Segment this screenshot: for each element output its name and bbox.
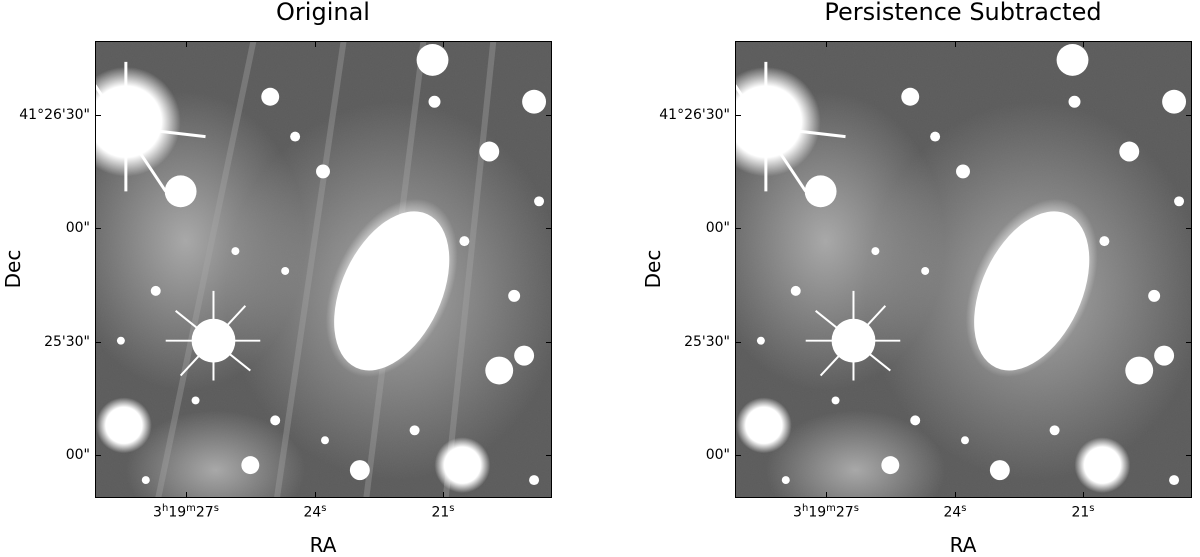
y-tick-label: 41°26'30" — [19, 107, 90, 123]
y-axis-title: Dec — [1, 249, 25, 289]
y-tick-label: 00" — [65, 447, 90, 463]
y-tick-label: 00" — [65, 220, 90, 236]
y-tick-label: 25'30" — [684, 334, 730, 350]
x-tick-label: 21s — [1071, 503, 1095, 521]
sky-image — [96, 42, 551, 497]
panel-persistence-subtracted: Persistence Subtracted — [640, 0, 1200, 557]
y-tick-label: 25'30" — [44, 334, 90, 350]
x-axis-title: RA — [949, 533, 977, 557]
x-tick-label: 24s — [303, 503, 327, 521]
astronomical-image — [95, 41, 552, 498]
panel-title: Persistence Subtracted — [824, 0, 1102, 26]
y-axis-title: Dec — [641, 249, 665, 289]
x-tick-label: 24s — [943, 503, 967, 521]
panel-original: Original — [1, 0, 552, 557]
x-tick-label: 3h19m27s — [793, 503, 859, 521]
y-tick-label: 00" — [705, 447, 730, 463]
y-tick-label: 41°26'30" — [659, 107, 730, 123]
astronomical-image — [735, 41, 1192, 498]
x-tick-label: 21s — [431, 503, 455, 521]
panel-title: Original — [276, 0, 370, 26]
sky-image — [736, 42, 1191, 497]
x-axis-title: RA — [309, 533, 337, 557]
y-tick-label: 00" — [705, 220, 730, 236]
x-tick-label: 3h19m27s — [153, 503, 219, 521]
